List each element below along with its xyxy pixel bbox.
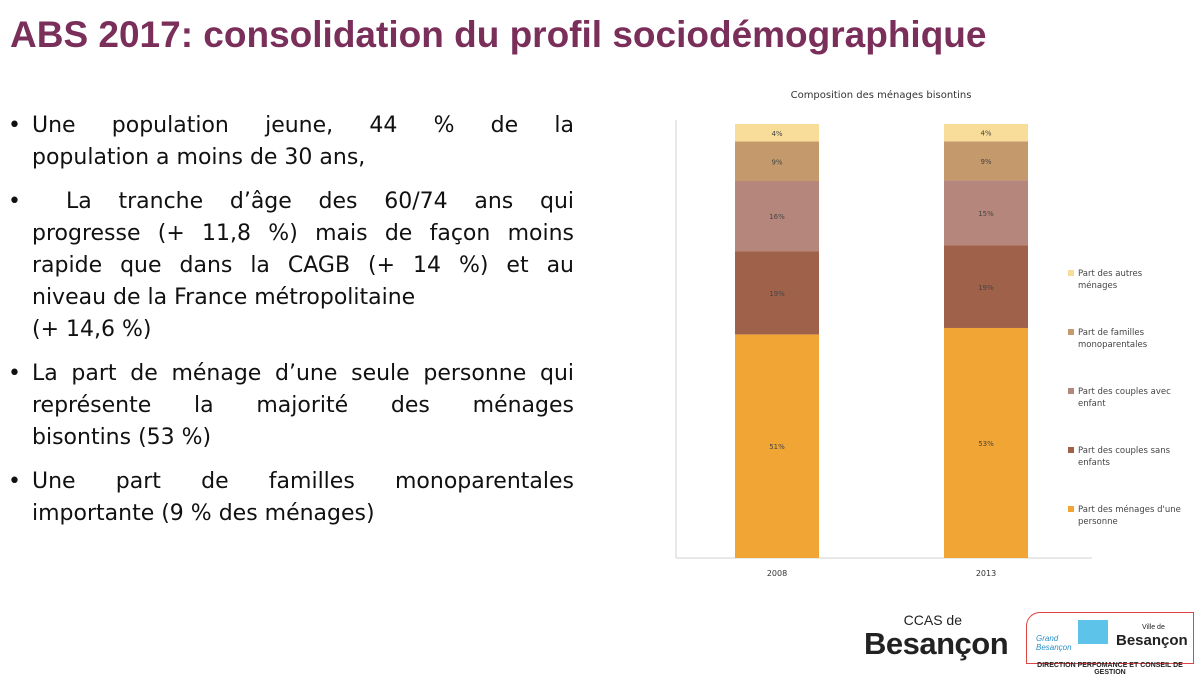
bar-segment — [944, 141, 1028, 181]
bullet-item: • Une population jeune, 44 % de la popul… — [8, 110, 574, 174]
legend-swatch — [1068, 270, 1074, 276]
bullet-line: population a moins de 30 ans, — [32, 145, 366, 170]
legend-label: Part des couples avec enfant — [1078, 387, 1171, 409]
bullet-line: importante (9 % des ménages) — [32, 501, 375, 526]
bullet-line: bisontins (53 %) — [32, 425, 212, 450]
legend-label: Part des autres ménages — [1078, 269, 1143, 291]
x-tick-label: 2008 — [767, 569, 787, 578]
bar-segment — [735, 124, 819, 142]
data-label: 16% — [769, 213, 785, 221]
legend-swatch — [1068, 329, 1074, 335]
bullet-marker: • — [8, 469, 21, 494]
legend-swatch — [1068, 447, 1074, 453]
bullet-marker: • — [8, 361, 21, 386]
ville-de-text: Ville de — [1142, 624, 1165, 631]
bar-segment — [735, 251, 819, 335]
grand-besancon-text: Grand Besançon — [1036, 634, 1072, 652]
legend-label: Part des ménages d'une personne — [1078, 504, 1181, 527]
bar-segment — [944, 245, 1028, 328]
bullet-line: La part de ménage d’une seule personne q… — [32, 361, 574, 386]
chart-container: 51% 19% 16% 9% 4% 2008 53% 19% 15% 9% 4% 2013 Part d… — [670, 84, 1200, 584]
data-label: 15% — [978, 210, 994, 218]
bullet-line: La tranche d’âge des 60/74 ans qui — [66, 189, 574, 214]
ccas-logo: CCAS de Besançon — [862, 612, 1009, 662]
bullet-line: progresse (+ 11,8 %) mais de façon moins — [32, 221, 574, 246]
data-label: 19% — [978, 284, 994, 292]
bullet-line: niveau de la France métropolitaine — [32, 285, 416, 310]
bullet-line: représente la majorité des ménages — [32, 393, 574, 418]
data-label: 53% — [978, 440, 994, 448]
legend-swatch — [1068, 506, 1074, 512]
data-label: 4% — [980, 130, 991, 138]
chart-title: Composition des ménages bisontins — [790, 90, 972, 101]
bullet-line: Une part de familles monoparentales — [32, 469, 574, 494]
ccas-logo-big-text: Besançon — [864, 626, 1009, 661]
bar-segment — [944, 180, 1028, 246]
direction-text: DIRECTION PERFOMANCE ET CONSEIL DE GESTI… — [1037, 662, 1183, 676]
bullet-line: (+ 14,6 %) — [32, 317, 152, 342]
legend-label: Part de familles monoparentales — [1078, 328, 1148, 350]
grand-besancon-logo: Grand Besançon Ville de Besançon DIRECTI… — [1024, 610, 1196, 676]
bullet-item: • La tranche d’âge des 60/74 ans qui pro… — [8, 186, 574, 346]
bullet-line: rapide que dans la CAGB (+ 14 %) et au — [32, 253, 574, 278]
bar-segment — [735, 180, 819, 252]
bullet-marker: • — [8, 189, 21, 214]
bar-segment — [944, 124, 1028, 142]
wave-emblem-icon — [1078, 620, 1108, 644]
bar-segment — [735, 141, 819, 181]
bullet-line: Une population jeune, 44 % de la — [32, 113, 574, 138]
bullet-item: • La part de ménage d’une seule personne… — [8, 358, 574, 454]
bullet-list: • Une population jeune, 44 % de la popul… — [8, 110, 574, 542]
data-label: 19% — [769, 290, 785, 298]
besancon-text: Besançon — [1116, 632, 1188, 649]
legend-label: Part des couples sans enfants — [1078, 446, 1171, 468]
data-label: 4% — [771, 130, 782, 138]
x-tick-label: 2013 — [976, 569, 996, 578]
bullet-marker: • — [8, 113, 21, 138]
ccas-logo-small-text: CCAS de — [903, 612, 962, 628]
bar-segment — [944, 327, 1028, 558]
data-label: 9% — [771, 158, 782, 166]
stacked-bar-chart: 51% 19% 16% 9% 4% 2008 53% 19% 15% 9% 4% 2013 Part d… — [675, 120, 1181, 578]
data-label: 9% — [980, 158, 991, 166]
slide-title: ABS 2017: consolidation du profil sociod… — [10, 14, 987, 55]
legend-swatch — [1068, 388, 1074, 394]
bar-segment — [735, 334, 819, 558]
data-label: 51% — [769, 443, 785, 451]
logo-frame — [1026, 612, 1194, 664]
bullet-item: • Une part de familles monoparentales im… — [8, 466, 574, 530]
